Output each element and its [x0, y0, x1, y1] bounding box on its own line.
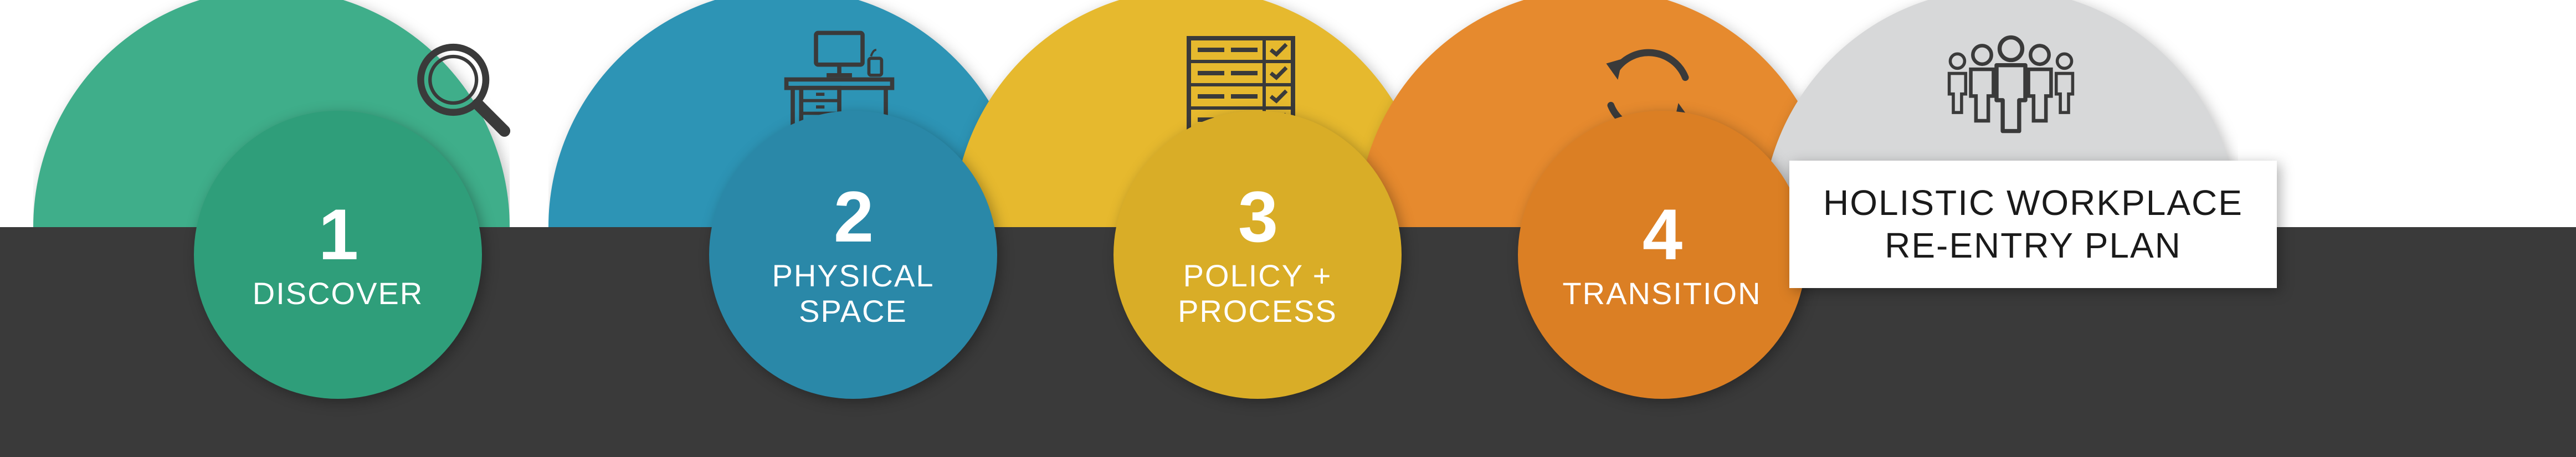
final-line2: RE-ENTRY PLAN [1885, 224, 2182, 267]
step-label: DISCOVER [253, 276, 424, 311]
step-label: POLICY +PROCESS [1178, 258, 1337, 330]
step-number: 4 [1643, 198, 1681, 270]
people-icon [1939, 27, 2083, 143]
final-line1: HOLISTIC WORKPLACE [1823, 182, 2243, 224]
step-circle-1: 1 DISCOVER [194, 111, 482, 399]
step-label: PHYSICALSPACE [772, 258, 935, 330]
step-circle-3: 3 POLICY +PROCESS [1113, 111, 1402, 399]
magnifier-icon [404, 33, 521, 150]
final-box: HOLISTIC WORKPLACE RE-ENTRY PLAN [1789, 161, 2277, 288]
step-circle-4: 4 TRANSITION [1518, 111, 1806, 399]
step-number: 1 [319, 198, 357, 270]
step-circle-2: 2 PHYSICALSPACE [709, 111, 997, 399]
step-icon-magnifier [404, 33, 521, 150]
step-label: TRANSITION [1562, 276, 1761, 311]
step-number: 3 [1238, 181, 1277, 253]
final-icon-people [1939, 27, 2083, 143]
infographic-canvas: 1 DISCOVER 2 PHYSICALSPACE 3 POLICY +PRO… [0, 0, 2576, 457]
step-number: 2 [834, 181, 873, 253]
